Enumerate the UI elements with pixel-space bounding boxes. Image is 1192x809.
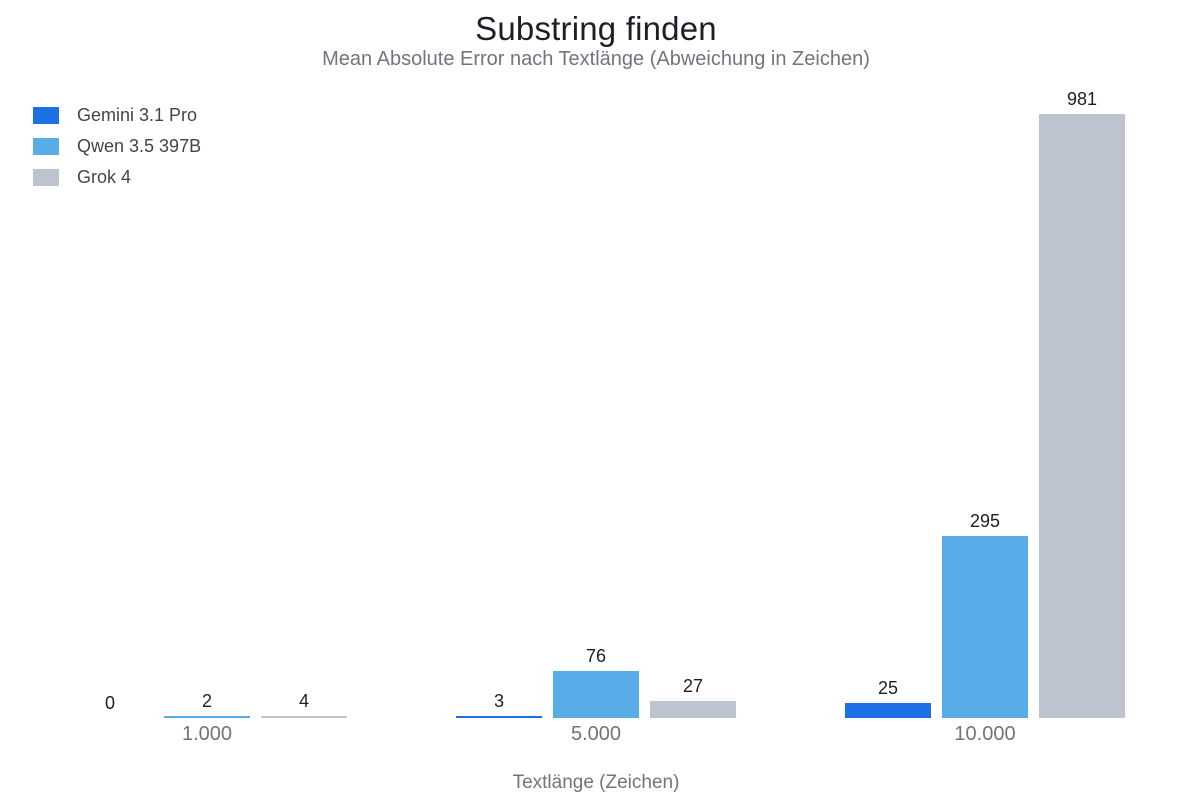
legend-item[interactable]: Gemini 3.1 Pro	[33, 100, 201, 131]
x-axis-title: Textlänge (Zeichen)	[512, 772, 680, 793]
legend-swatch-icon	[33, 138, 59, 155]
bar	[1039, 114, 1125, 718]
bar	[456, 716, 542, 718]
bar-value-label: 0	[104, 693, 115, 713]
bar-value-label: 295	[969, 511, 1001, 531]
legend-label: Grok 4	[77, 167, 132, 187]
bar-value-label: 2	[201, 691, 212, 711]
chart-subtitle: Mean Absolute Error nach Textlänge (Abwe…	[322, 48, 870, 70]
bar	[845, 703, 931, 718]
chart-title: Substring finden	[475, 10, 717, 47]
legend-item[interactable]: Qwen 3.5 397B	[33, 131, 201, 162]
bar-value-label: 4	[298, 691, 309, 711]
bar-value-label: 27	[682, 676, 704, 696]
bar-value-label: 3	[493, 691, 504, 711]
legend-swatch-icon	[33, 107, 59, 124]
bar	[650, 701, 736, 718]
legend-swatch-icon	[33, 169, 59, 186]
x-axis-tick-label: 10.000	[954, 723, 1016, 745]
bar-value-label: 25	[877, 678, 899, 698]
legend-item[interactable]: Grok 4	[33, 162, 201, 193]
bar-value-label: 981	[1066, 89, 1098, 109]
bar	[164, 716, 250, 718]
bar	[553, 671, 639, 718]
x-axis-tick-label: 1.000	[181, 723, 233, 745]
x-axis-tick-label: 5.000	[570, 723, 622, 745]
bar	[942, 536, 1028, 718]
legend-label: Qwen 3.5 397B	[77, 136, 202, 156]
bar	[261, 716, 347, 718]
legend-label: Gemini 3.1 Pro	[77, 105, 198, 125]
legend: Gemini 3.1 Pro Qwen 3.5 397B Grok 4	[33, 100, 201, 193]
bar-value-label: 76	[585, 646, 607, 666]
